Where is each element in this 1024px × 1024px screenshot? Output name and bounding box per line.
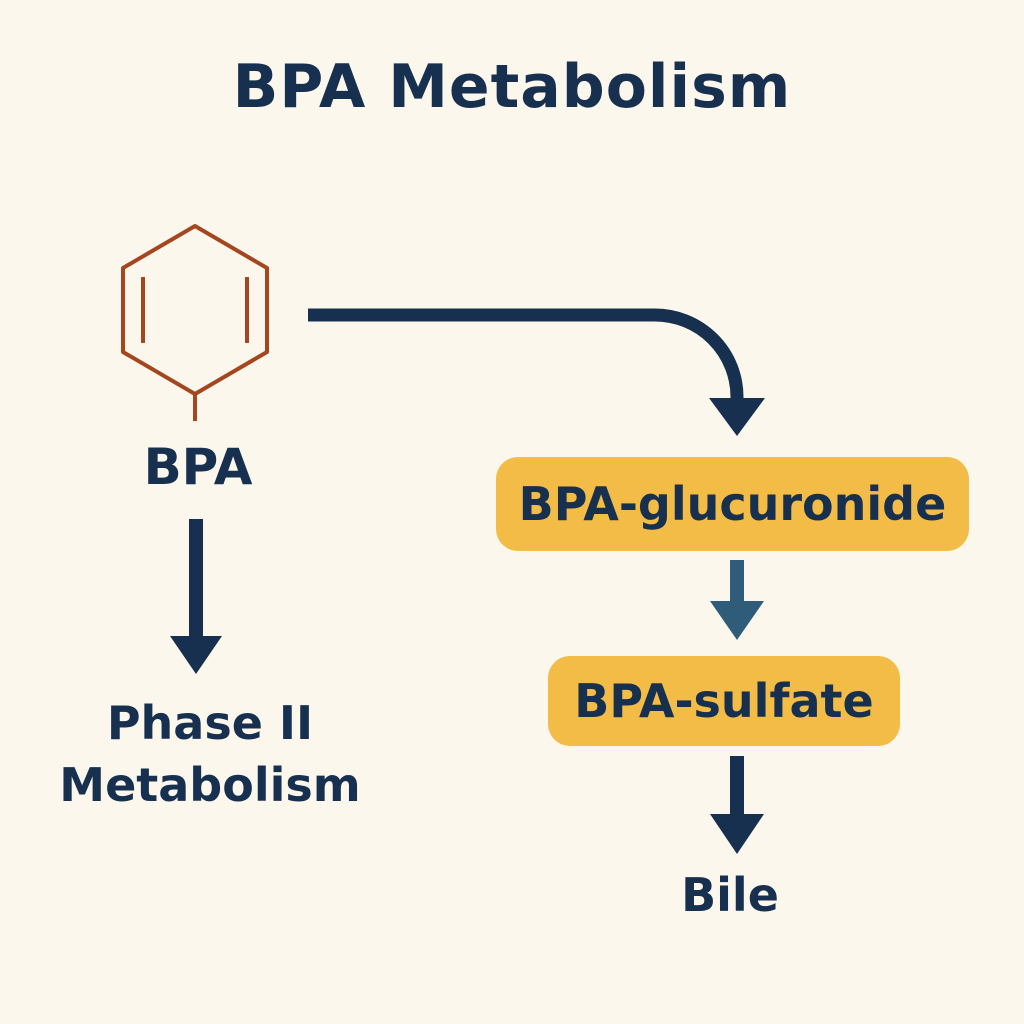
arrow-bpa-to-phase-ii bbox=[170, 519, 222, 674]
arrow-glucuronide-to-sulfate bbox=[710, 560, 764, 640]
bpa-label: BPA bbox=[143, 438, 253, 496]
phase-ii-metabolism-label: Phase II Metabolism bbox=[40, 692, 380, 816]
bpa-glucuronide-label: BPA-glucuronide bbox=[518, 477, 947, 531]
phase-ii-line2: Metabolism bbox=[59, 758, 361, 812]
phase-ii-line1: Phase II bbox=[106, 696, 314, 750]
bpa-sulfate-label: BPA-sulfate bbox=[574, 674, 874, 728]
arrow-bpa-to-glucuronide bbox=[308, 308, 765, 436]
benzene-ring-icon bbox=[121, 224, 269, 421]
bpa-sulfate-box: BPA-sulfate bbox=[548, 656, 900, 746]
diagram-title: BPA Metabolism bbox=[232, 52, 792, 122]
bpa-glucuronide-box: BPA-glucuronide bbox=[496, 457, 969, 551]
arrow-sulfate-to-bile bbox=[710, 756, 764, 854]
bile-label: Bile bbox=[681, 868, 779, 922]
